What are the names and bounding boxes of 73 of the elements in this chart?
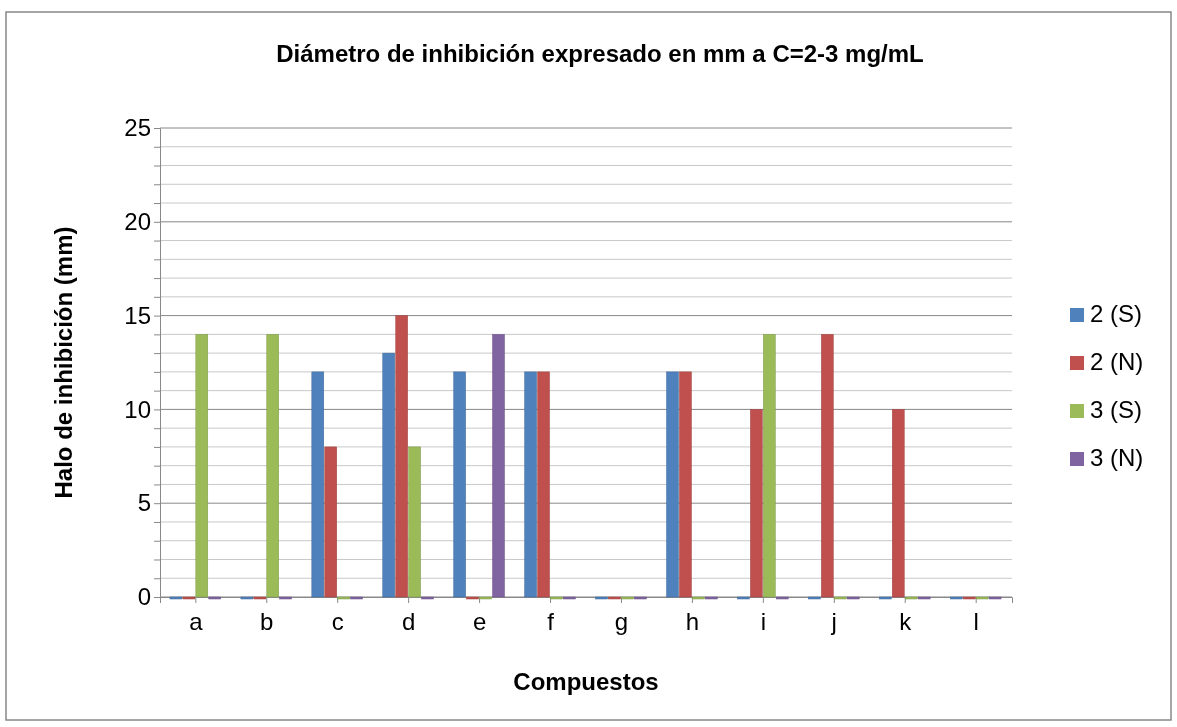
bar [595, 596, 608, 600]
legend-label: 3 (N) [1090, 444, 1144, 471]
bar [537, 371, 550, 598]
bar [846, 596, 860, 600]
bar [763, 334, 776, 598]
bar [904, 596, 918, 600]
x-tick-label: f [547, 608, 555, 635]
y-tick-label: 5 [137, 489, 151, 517]
bar [962, 596, 976, 600]
bar [395, 315, 408, 598]
bar [524, 371, 537, 598]
bar [408, 446, 421, 598]
y-tick-label: 20 [124, 207, 151, 235]
legend-label: 2 (S) [1090, 300, 1143, 327]
legend-label: 3 (S) [1090, 396, 1143, 423]
bar [479, 596, 492, 600]
bar [421, 596, 434, 600]
bar [776, 596, 789, 600]
bar [705, 596, 718, 600]
bar [737, 596, 750, 600]
bar [750, 409, 763, 598]
bar [834, 596, 847, 600]
bar [208, 596, 221, 600]
bar [182, 596, 196, 600]
bar [917, 596, 931, 600]
bar [821, 334, 834, 598]
x-tick-label: k [899, 608, 913, 635]
bar [975, 596, 989, 600]
bar [279, 596, 292, 600]
bar [679, 371, 692, 598]
bar [692, 596, 705, 600]
bar [350, 596, 363, 600]
y-tick-label: 25 [124, 114, 151, 142]
bar [608, 596, 621, 600]
bar [950, 596, 963, 600]
x-tick-label: c [331, 608, 344, 635]
y-tick-label: 15 [124, 301, 151, 329]
bar [266, 334, 279, 598]
bar [337, 596, 350, 600]
x-tick-label: i [760, 608, 767, 635]
bar [195, 334, 209, 598]
x-axis-title: Compuestos [513, 668, 659, 695]
x-tick-label: d [401, 608, 416, 635]
bar [563, 596, 576, 600]
bar [492, 334, 505, 598]
bar [808, 596, 821, 600]
x-tick-label: b [260, 608, 274, 635]
x-tick-label: l [973, 608, 979, 635]
bar [550, 596, 563, 600]
bar [169, 596, 183, 600]
bar [311, 371, 325, 598]
x-tick-label: g [614, 608, 629, 635]
bar [988, 596, 1002, 600]
x-tick-label: j [830, 608, 837, 635]
bar [666, 371, 679, 598]
bar [453, 371, 466, 598]
bar [892, 409, 905, 598]
legend-label: 2 (N) [1090, 348, 1144, 375]
x-tick-label: h [685, 608, 700, 635]
bar [634, 596, 647, 600]
bar [253, 596, 267, 600]
bar [466, 596, 479, 600]
bar [621, 596, 634, 600]
x-tick-label: a [189, 608, 204, 635]
chart-title: Diámetro de inhibición expresado en mm a C=2-3 mg/mL [276, 40, 924, 67]
bar [324, 446, 337, 598]
y-axis-title: Halo de inhibición (mm) [50, 226, 77, 499]
bar [879, 596, 892, 600]
x-tick-label: e [472, 608, 487, 635]
bar [240, 596, 254, 600]
y-tick-label: 10 [124, 395, 151, 423]
bar [382, 352, 395, 598]
y-tick-label: 0 [137, 583, 151, 611]
